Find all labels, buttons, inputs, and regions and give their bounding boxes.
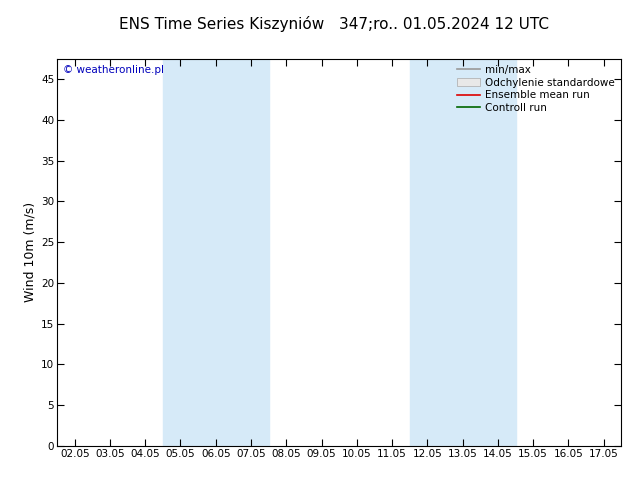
Legend: min/max, Odchylenie standardowe, Ensemble mean run, Controll run: min/max, Odchylenie standardowe, Ensembl… [454, 62, 618, 116]
Text: © weatheronline.pl: © weatheronline.pl [63, 65, 164, 74]
Y-axis label: Wind 10m (m/s): Wind 10m (m/s) [24, 202, 37, 302]
Text: ENS Time Series Kiszyniów: ENS Time Series Kiszyniów [119, 17, 325, 32]
Text: 347;ro.. 01.05.2024 12 UTC: 347;ro.. 01.05.2024 12 UTC [339, 17, 549, 32]
Bar [410, 59, 515, 446]
Bar [163, 59, 269, 446]
